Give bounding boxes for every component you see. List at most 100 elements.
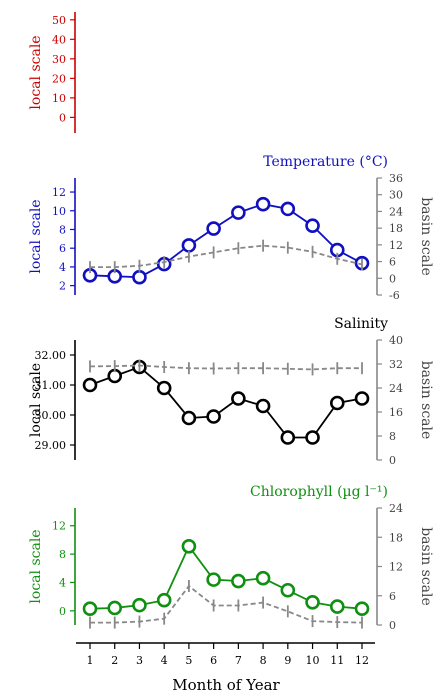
data-point bbox=[156, 592, 172, 608]
left-axis-label: local scale bbox=[28, 529, 44, 603]
data-point bbox=[354, 391, 370, 406]
right-axis-label: basin scale bbox=[418, 527, 434, 606]
left-tick-label: 32.00 bbox=[35, 349, 67, 362]
data-point bbox=[132, 269, 147, 285]
x-tick-label: 7 bbox=[235, 654, 242, 667]
data-point bbox=[329, 599, 345, 614]
data-point bbox=[181, 538, 197, 554]
right-tick-label: 18 bbox=[389, 222, 403, 235]
right-tick-label: 40 bbox=[389, 334, 403, 347]
right-tick-label: 12 bbox=[389, 239, 403, 252]
panel-4: 0 4 8 12 local scale Chlorophyll (µg l⁻¹) 0 6 12… bbox=[28, 484, 434, 632]
data-point bbox=[280, 201, 296, 217]
left-tick-label: 30.00 bbox=[35, 409, 67, 422]
data-point bbox=[82, 601, 98, 616]
right-tick-label: 16 bbox=[389, 406, 403, 419]
panel-title: Temperature (°C) bbox=[263, 154, 388, 170]
left-tick-label: 31.00 bbox=[35, 379, 67, 392]
data-point bbox=[354, 601, 370, 616]
right-tick-label: 18 bbox=[389, 531, 403, 544]
data-point bbox=[107, 600, 123, 616]
data-point bbox=[181, 238, 197, 253]
right-tick-label: 24 bbox=[389, 382, 403, 395]
data-point bbox=[329, 395, 345, 411]
data-point bbox=[255, 398, 271, 414]
right-axis-label: basin scale bbox=[418, 197, 434, 276]
right-axis-label: basin scale bbox=[418, 361, 434, 440]
data-point bbox=[206, 409, 221, 424]
x-tick-label: 12 bbox=[355, 654, 369, 667]
local-series-line bbox=[89, 544, 363, 610]
left-tick-label: 12 bbox=[52, 186, 66, 199]
right-tick-label: 24 bbox=[389, 205, 403, 218]
left-tick-label: 2 bbox=[59, 280, 66, 293]
right-tick-label: 0 bbox=[389, 272, 396, 285]
data-point bbox=[132, 597, 147, 613]
x-tick-label: 3 bbox=[136, 654, 143, 667]
data-point bbox=[206, 572, 221, 587]
left-tick-label: 10 bbox=[52, 92, 66, 105]
left-tick-label: 20 bbox=[52, 72, 66, 85]
data-point bbox=[231, 391, 246, 406]
left-tick-label: 50 bbox=[52, 14, 66, 27]
x-tick-label: 6 bbox=[210, 654, 217, 667]
x-tick-label: 10 bbox=[306, 654, 320, 667]
left-tick-label: 30 bbox=[52, 53, 66, 66]
x-tick-label: 5 bbox=[185, 654, 192, 667]
data-point bbox=[305, 595, 320, 610]
data-point bbox=[280, 582, 296, 598]
x-axis-label: Month of Year bbox=[172, 676, 280, 694]
right-tick-label: 24 bbox=[389, 502, 403, 515]
left-axis-label: local scale bbox=[28, 363, 44, 437]
local-series-line bbox=[89, 365, 363, 439]
right-tick-label: 32 bbox=[389, 358, 403, 371]
x-axis: 1 2 3 4 5 6 7 8 9 10 11 12 bbox=[76, 642, 375, 667]
data-point bbox=[82, 377, 98, 393]
left-tick-label: 8 bbox=[59, 548, 66, 561]
right-tick-label: 30 bbox=[389, 189, 403, 202]
right-tick-label: 6 bbox=[389, 590, 396, 603]
panel-1: 0 10 20 30 40 50 local scale bbox=[28, 12, 76, 133]
panel-title: Chlorophyll (µg l⁻¹) bbox=[250, 484, 388, 500]
x-tick-label: 11 bbox=[330, 654, 344, 667]
data-point bbox=[305, 430, 320, 445]
right-tick-label: 12 bbox=[389, 561, 403, 574]
right-tick-label: -6 bbox=[389, 289, 400, 302]
data-point bbox=[181, 410, 197, 426]
left-tick-label: 40 bbox=[52, 33, 66, 46]
right-tick-label: 6 bbox=[389, 256, 396, 269]
right-tick-label: 8 bbox=[389, 430, 396, 443]
basin-series-line bbox=[89, 364, 362, 371]
x-tick-label: 4 bbox=[161, 654, 168, 667]
left-tick-label: 8 bbox=[59, 223, 66, 236]
left-axis-label: local scale bbox=[28, 35, 44, 109]
right-tick-label: 0 bbox=[389, 619, 396, 632]
x-tick-label: 2 bbox=[111, 654, 118, 667]
panel-title: Salinity bbox=[334, 316, 388, 332]
x-tick-label: 1 bbox=[87, 654, 94, 667]
left-tick-label: 0 bbox=[59, 111, 66, 124]
x-tick-label: 8 bbox=[260, 654, 267, 667]
left-tick-label: 4 bbox=[59, 576, 66, 589]
right-tick-label: 0 bbox=[389, 454, 396, 467]
left-tick-label: 4 bbox=[59, 261, 66, 274]
data-point bbox=[206, 221, 221, 236]
basin-series-line bbox=[90, 244, 363, 268]
left-axis-label: local scale bbox=[28, 199, 44, 273]
data-point bbox=[280, 430, 296, 445]
left-tick-label: 12 bbox=[52, 520, 66, 533]
left-tick-label: 6 bbox=[59, 242, 66, 255]
data-point bbox=[255, 196, 271, 212]
left-tick-label: 10 bbox=[52, 205, 66, 218]
right-tick-label: 36 bbox=[389, 172, 403, 185]
data-point bbox=[156, 380, 172, 396]
x-tick-label: 9 bbox=[284, 654, 291, 667]
left-tick-label: 0 bbox=[59, 605, 66, 618]
data-point bbox=[231, 573, 246, 589]
data-point bbox=[305, 218, 320, 234]
data-point bbox=[231, 205, 246, 220]
